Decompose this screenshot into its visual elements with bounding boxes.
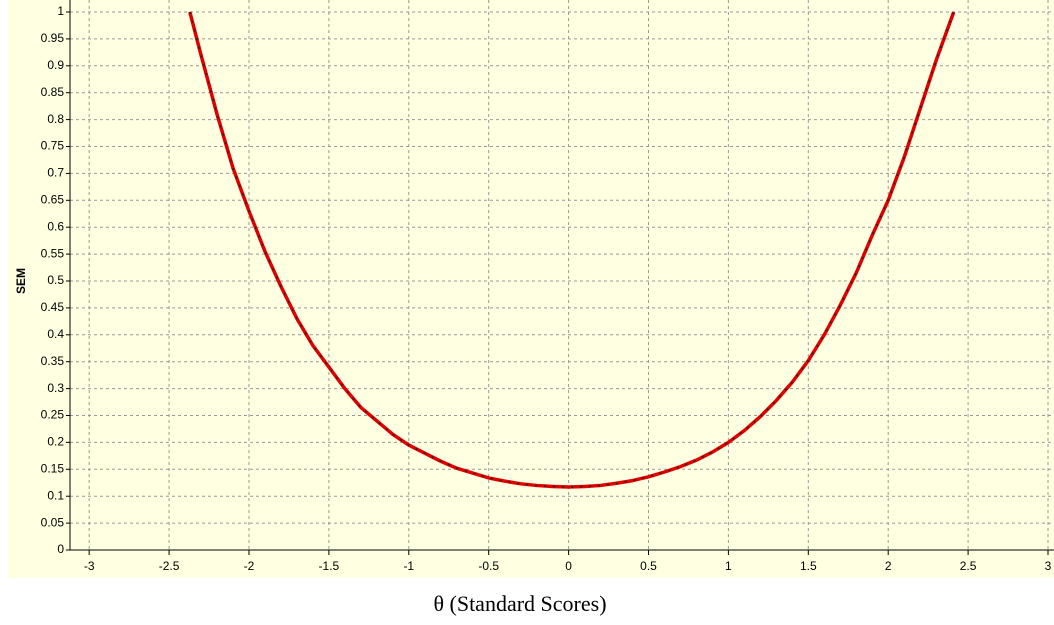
y-tick-label: 1 bbox=[57, 4, 64, 18]
y-tick-label: 0.65 bbox=[41, 192, 65, 206]
y-tick-label: 0.5 bbox=[47, 273, 64, 287]
y-tick-label: 0.55 bbox=[41, 246, 65, 260]
x-tick-label: -2 bbox=[244, 559, 255, 573]
y-tick-label: 0.75 bbox=[41, 139, 65, 153]
x-tick-label: -2.5 bbox=[159, 559, 180, 573]
y-tick-label: 0.25 bbox=[41, 408, 65, 422]
x-tick-label: -1.5 bbox=[319, 559, 340, 573]
x-tick-label: -1 bbox=[403, 559, 414, 573]
x-tick-label: 2 bbox=[885, 559, 892, 573]
y-tick-label: 0.1 bbox=[47, 488, 64, 502]
y-tick-label: 0.45 bbox=[41, 300, 65, 314]
y-tick-label: 0.95 bbox=[41, 31, 65, 45]
y-tick-label: 0.2 bbox=[47, 435, 64, 449]
y-tick-label: 0.6 bbox=[47, 219, 64, 233]
plot-background bbox=[8, 0, 1054, 578]
x-tick-label: 0 bbox=[565, 559, 572, 573]
y-tick-label: 0.15 bbox=[41, 461, 65, 475]
x-tick-label: 2.5 bbox=[960, 559, 977, 573]
y-tick-label: 0 bbox=[57, 542, 64, 556]
y-tick-label: 0.3 bbox=[47, 381, 64, 395]
line bbox=[188, 11, 956, 489]
y-tick-label: 0.85 bbox=[41, 85, 65, 99]
x-tick-label: 1.5 bbox=[800, 559, 817, 573]
x-axis-label: θ (Standard Scores) bbox=[433, 591, 606, 616]
y-tick-label: 0.9 bbox=[47, 58, 64, 72]
y-tick-label: 0.8 bbox=[47, 112, 64, 126]
x-tick-label: -0.5 bbox=[478, 559, 499, 573]
y-axis-label: SEM bbox=[14, 268, 28, 294]
x-tick-label: -3 bbox=[84, 559, 95, 573]
y-tick-label: 0.4 bbox=[47, 327, 64, 341]
x-tick-label: 3 bbox=[1045, 559, 1052, 573]
y-tick-label: 0.7 bbox=[47, 166, 64, 180]
x-tick-label: 1 bbox=[725, 559, 732, 573]
y-tick-label: 0.05 bbox=[41, 515, 65, 529]
x-tick-label: 0.5 bbox=[640, 559, 657, 573]
y-tick-label: 0.35 bbox=[41, 354, 65, 368]
